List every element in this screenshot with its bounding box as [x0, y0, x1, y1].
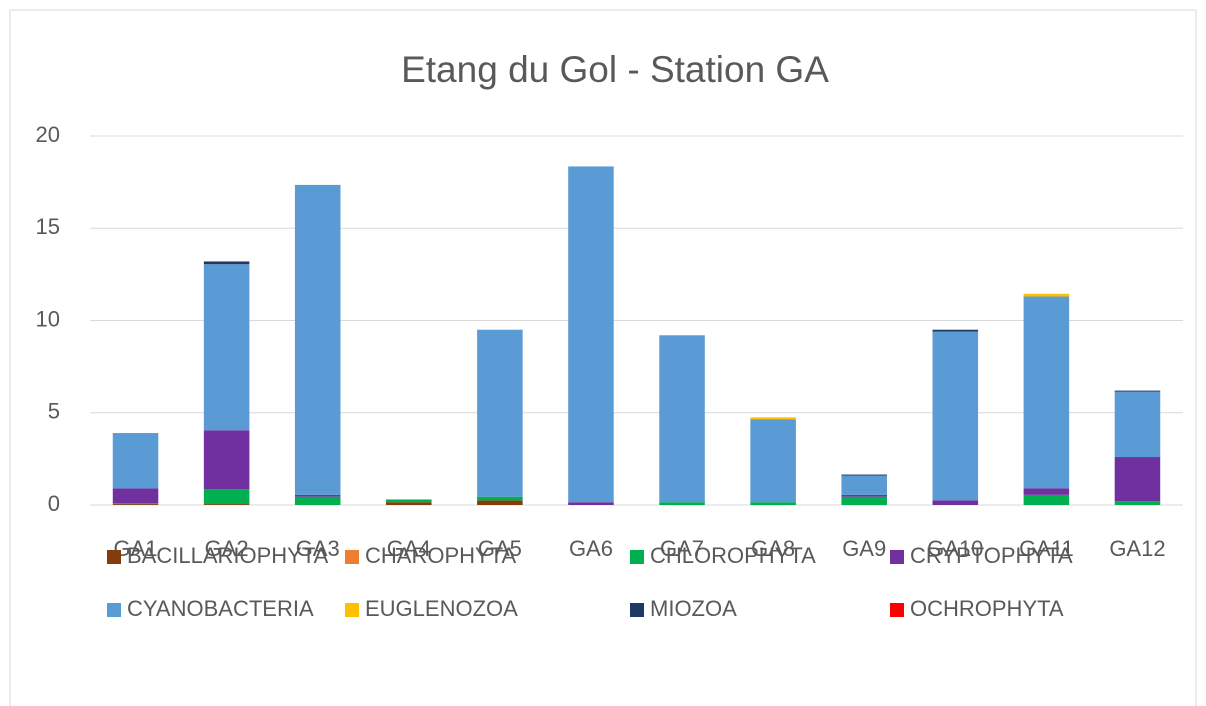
legend-swatch [107, 603, 121, 617]
bar-segment [112, 488, 159, 504]
legend-label: MIOZOA [650, 596, 737, 621]
legend-swatch [345, 603, 359, 617]
bar-segment [112, 433, 159, 489]
bar-segment [294, 494, 341, 497]
bar-segment [750, 419, 796, 503]
bar-segment [112, 503, 159, 505]
bar-segment [294, 184, 341, 495]
bar-segment [1114, 391, 1161, 458]
bar-segment [750, 502, 796, 505]
bar-segment [203, 264, 250, 431]
x-tick-label: GA2 [205, 536, 249, 561]
bar-segment [750, 417, 796, 420]
bar-segment [386, 502, 432, 505]
legend-swatch [630, 550, 644, 564]
x-tick-label: GA5 [478, 536, 522, 561]
y-tick-label: 5 [48, 399, 60, 424]
bar-segment [477, 329, 523, 497]
x-tick-label: GA10 [927, 536, 983, 561]
x-tick-label: GA4 [387, 536, 431, 561]
legend-label: CHAROPHYTA [365, 543, 516, 568]
bar-segment [203, 261, 250, 265]
x-tick-label: GA6 [569, 536, 613, 561]
bar-segment [477, 500, 523, 505]
bar-segment [1114, 501, 1161, 505]
legend-label: BACILLARIOPHYTA [127, 543, 329, 568]
bar-segment [659, 335, 705, 503]
legend-swatch [345, 550, 359, 564]
bar-segment [1114, 457, 1161, 502]
bar-segment [1023, 293, 1070, 297]
legend-label: CRYPTOPHYTA [910, 543, 1073, 568]
bar-segment [841, 474, 887, 476]
bar-segment [203, 504, 250, 505]
legend-swatch [890, 603, 904, 617]
bar-segment [477, 496, 523, 501]
legend-swatch [107, 550, 121, 564]
legend-swatch [630, 603, 644, 617]
legend-label: CHLOROPHYTA [650, 543, 816, 568]
legend-label: CYANOBACTERIA [127, 596, 314, 621]
bar-segment [203, 489, 250, 505]
bar-segment [841, 494, 887, 497]
bar-segment [932, 331, 979, 501]
bar-segment [568, 502, 614, 505]
bar-segment [112, 504, 159, 505]
x-tick-label: GA12 [1109, 536, 1165, 561]
bar-segment [1023, 494, 1070, 505]
bar-segment [932, 500, 979, 505]
legend-swatch [890, 550, 904, 564]
bar-segment [932, 329, 979, 332]
x-tick-label: GA3 [296, 536, 340, 561]
y-tick-label: 0 [48, 491, 60, 516]
bar-segment [841, 475, 887, 495]
bar-segment [386, 499, 432, 503]
bar-segment [1023, 488, 1070, 495]
bar-segment [1023, 296, 1070, 489]
bar-segment [294, 496, 341, 505]
x-tick-label: GA11 [1019, 536, 1074, 561]
bar-segment [659, 502, 705, 505]
legend-label: OCHROPHYTA [910, 596, 1064, 621]
legend-label: EUGLENOZOA [365, 596, 518, 621]
bar-segment [1114, 390, 1161, 392]
y-tick-label: 10 [36, 306, 60, 331]
bar-segment [568, 166, 614, 503]
x-tick-label: GA9 [842, 536, 886, 561]
x-tick-label: GA8 [751, 536, 795, 561]
chart-title: Etang du Gol - Station GA [401, 49, 829, 90]
bar-segment [841, 496, 887, 505]
y-tick-label: 15 [36, 214, 60, 239]
y-tick-label: 20 [36, 122, 60, 147]
bar-segment [203, 430, 250, 490]
x-tick-label: GA7 [660, 536, 704, 561]
